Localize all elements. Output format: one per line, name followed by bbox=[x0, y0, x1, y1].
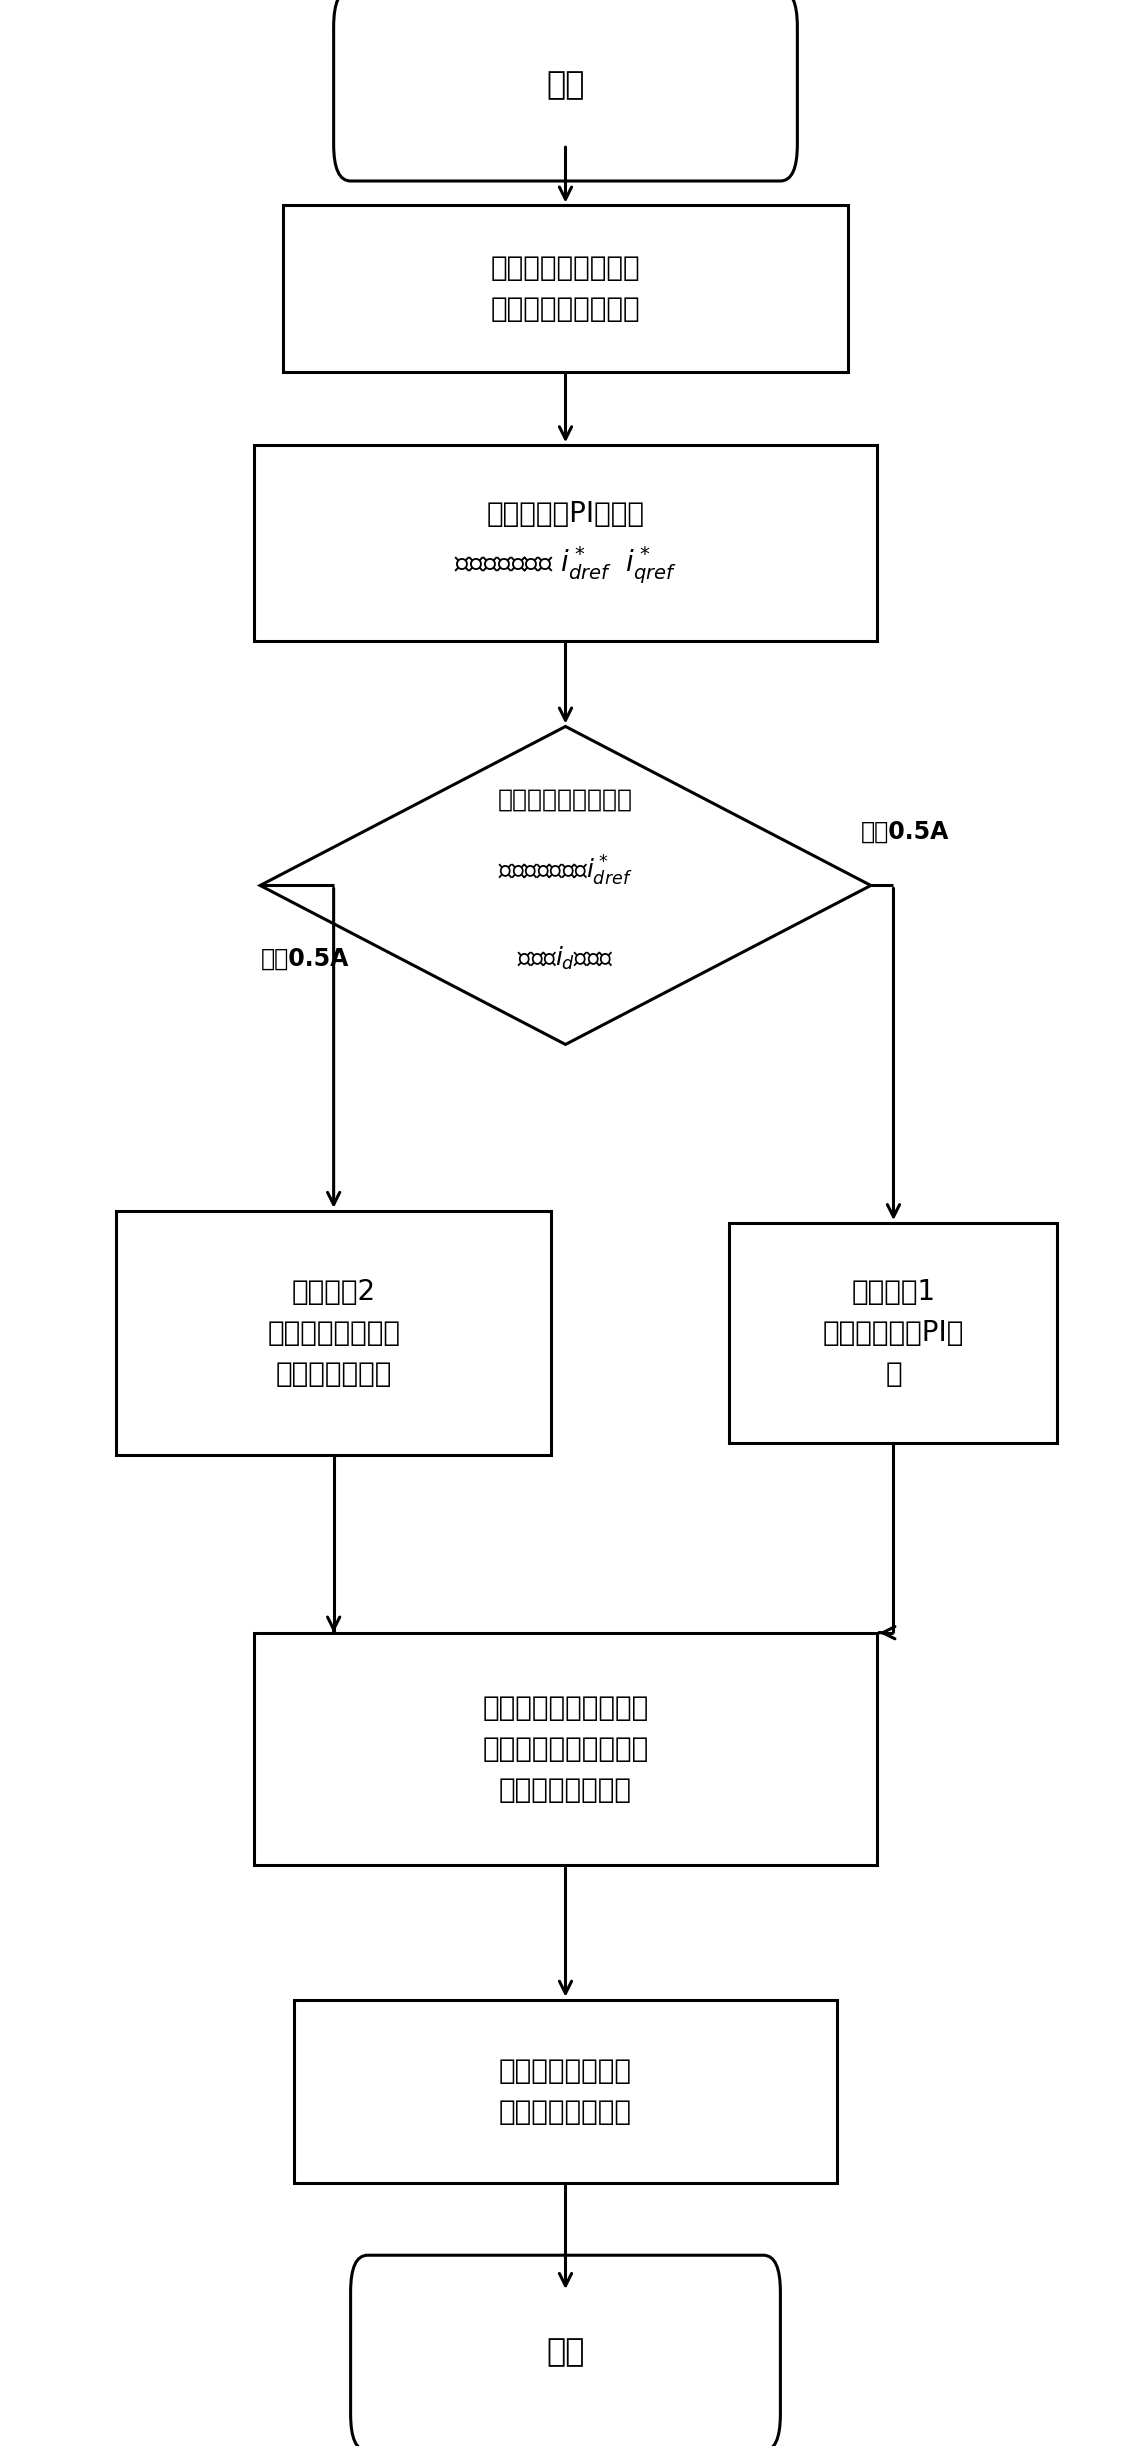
Text: 小于0.5A: 小于0.5A bbox=[861, 819, 949, 844]
Bar bbox=[254, 1634, 877, 1864]
Bar bbox=[254, 445, 877, 641]
Text: 通过将模糊控制的历史
误差进行加权得到虚拟
参考电流的补偿量: 通过将模糊控制的历史 误差进行加权得到虚拟 参考电流的补偿量 bbox=[483, 1693, 648, 1805]
Bar bbox=[294, 2001, 837, 2184]
Bar bbox=[283, 205, 848, 372]
Text: 大于0.5A: 大于0.5A bbox=[261, 947, 349, 971]
FancyBboxPatch shape bbox=[351, 2255, 780, 2446]
Text: 采用模式2
改进寻优策略的定
频模型预测控制: 采用模式2 改进寻优策略的定 频模型预测控制 bbox=[267, 1277, 400, 1389]
FancyBboxPatch shape bbox=[334, 0, 797, 181]
Text: 和采样$i_d$值差值: 和采样$i_d$值差值 bbox=[517, 944, 614, 974]
Text: 采集交流侧电压电流
值，并经过均值滤波: 采集交流侧电压电流 值，并经过均值滤波 bbox=[491, 254, 640, 323]
Text: 开始: 开始 bbox=[546, 71, 585, 100]
Text: 实现对并网逆变器
良好的动稳态控制: 实现对并网逆变器 良好的动稳态控制 bbox=[499, 2057, 632, 2126]
Bar bbox=[115, 1211, 551, 1455]
Text: 采用模式1
电流内环采用PI控
制: 采用模式1 电流内环采用PI控 制 bbox=[822, 1277, 964, 1389]
Polygon shape bbox=[260, 726, 871, 1044]
Text: 进行双模式切换判断: 进行双模式切换判断 bbox=[498, 788, 633, 812]
Text: 判断电流参考值$i^*_{dref}$: 判断电流参考值$i^*_{dref}$ bbox=[499, 854, 632, 888]
Text: 结束: 结束 bbox=[546, 2338, 585, 2368]
Text: 电压外环经PI控制器
得到电流参考值 $i^*_{dref}$  $i^*_{qref}$: 电压外环经PI控制器 得到电流参考值 $i^*_{dref}$ $i^*_{qr… bbox=[454, 499, 677, 587]
Bar bbox=[729, 1223, 1057, 1443]
